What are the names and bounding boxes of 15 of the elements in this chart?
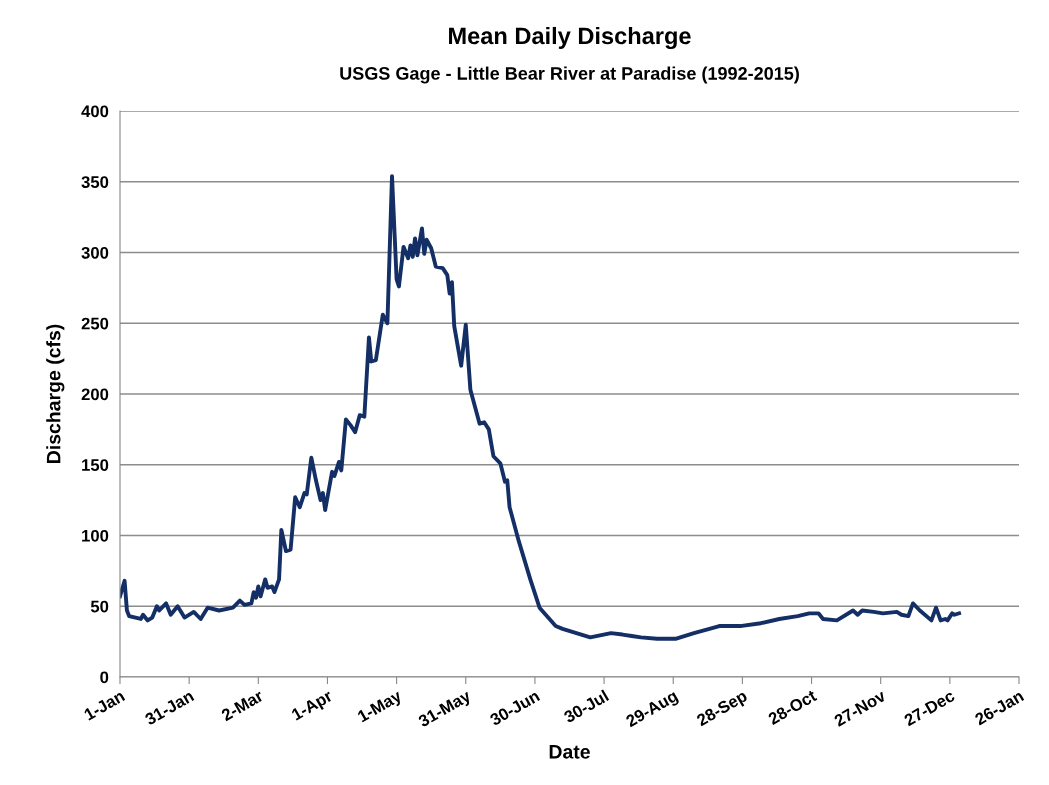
y-tick-label: 50 bbox=[90, 600, 109, 613]
y-tick-label: 400 bbox=[81, 105, 109, 118]
y-tick-label: 100 bbox=[82, 529, 109, 542]
y-axis-title: Discharge (cfs) bbox=[46, 324, 65, 463]
y-tick-label: 0 bbox=[100, 671, 109, 684]
y-tick-label: 250 bbox=[81, 317, 109, 330]
y-tick-label: 300 bbox=[81, 246, 109, 259]
chart-subtitle: USGS Gage - Little Bear River at Paradise (1992-2015) bbox=[340, 66, 799, 84]
x-tick-label: 1-Jan bbox=[83, 689, 126, 721]
y-tick-label: 200 bbox=[81, 388, 109, 401]
y-tick-label: 150 bbox=[82, 459, 109, 471]
line-series bbox=[120, 174, 962, 641]
chart-title: Mean Daily Discharge bbox=[449, 26, 691, 50]
x-axis-title: Date bbox=[549, 745, 590, 759]
y-tick-label: 350 bbox=[81, 176, 109, 188]
